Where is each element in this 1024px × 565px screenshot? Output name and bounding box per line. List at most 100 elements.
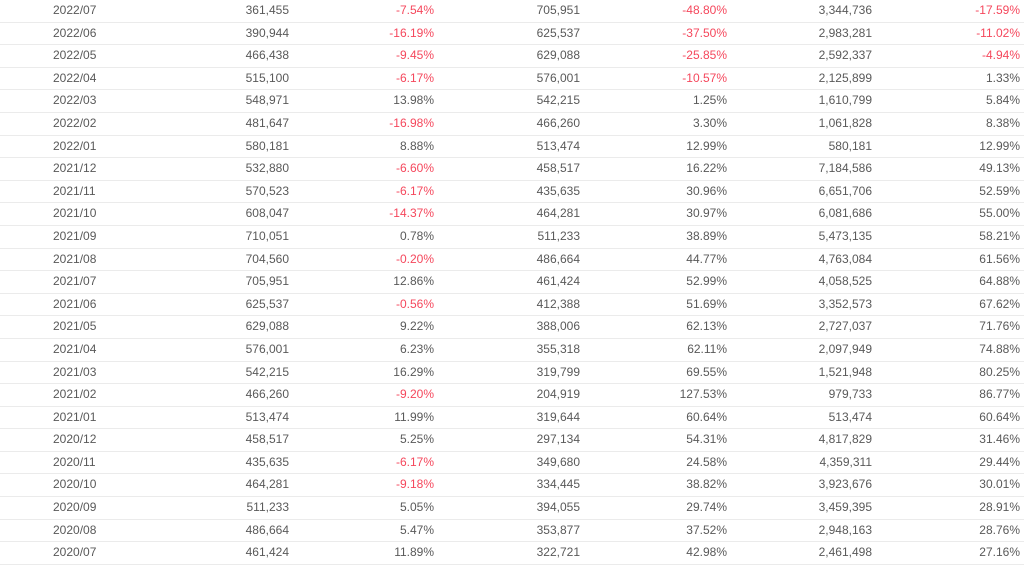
percent-cell: 55.00%: [979, 206, 1020, 221]
value-cell: 486,664: [536, 251, 580, 266]
date-cell: 2021/09: [53, 228, 97, 243]
percent-cell: 5.05%: [399, 500, 434, 515]
value-cell: 511,233: [537, 228, 581, 243]
percent-cell: 16.29%: [393, 364, 434, 379]
percent-cell: 60.64%: [979, 409, 1020, 424]
percent-cell: 8.88%: [399, 138, 434, 153]
value-cell: 361,455: [245, 3, 289, 17]
percent-cell: 60.64%: [686, 409, 727, 424]
date-cell: 2020/07: [53, 545, 97, 560]
percent-cell: 62.11%: [687, 341, 727, 356]
value-cell: 3,352,573: [818, 296, 872, 311]
table-row: 2021/12 532,880 -6.60% 458,517 16.22% 7,184,5…: [0, 158, 1024, 181]
value-cell: 461,424: [245, 545, 289, 560]
percent-cell: 11.89%: [394, 545, 434, 560]
percent-cell: 28.76%: [979, 522, 1020, 537]
value-cell: 2,461,498: [818, 545, 872, 560]
table-row: 2022/03 548,971 13.98% 542,215 1.25% 1,610,79…: [0, 90, 1024, 113]
value-cell: 570,523: [245, 183, 289, 198]
table-row: 2022/07 361,455 -7.54% 705,951 -48.80% 3,344,…: [0, 0, 1024, 23]
percent-cell: 86.77%: [979, 387, 1020, 402]
value-cell: 3,344,736: [818, 3, 872, 17]
value-cell: 319,799: [536, 364, 580, 379]
date-cell: 2021/10: [53, 206, 97, 221]
value-cell: 390,944: [245, 25, 289, 40]
value-cell: 349,680: [536, 454, 580, 469]
percent-cell: -25.85%: [682, 48, 727, 63]
percent-cell: 13.98%: [393, 93, 434, 108]
value-cell: 6,081,686: [818, 206, 872, 221]
value-cell: 2,948,163: [818, 522, 872, 537]
percent-cell: 51.69%: [686, 296, 727, 311]
value-cell: 2,592,337: [818, 48, 872, 63]
table-row: 2021/01 513,474 11.99% 319,644 60.64% 513,474…: [0, 406, 1024, 430]
value-cell: 486,664: [245, 522, 289, 537]
percent-cell: 127.53%: [679, 387, 727, 402]
value-cell: 464,281: [536, 206, 580, 221]
percent-cell: 54.31%: [686, 432, 727, 447]
value-cell: 629,088: [536, 48, 580, 63]
percent-cell: 27.16%: [979, 545, 1020, 560]
percent-cell: 30.01%: [979, 477, 1020, 492]
value-cell: 979,733: [828, 387, 872, 402]
percent-cell: -4.94%: [981, 48, 1020, 63]
value-cell: 204,919: [536, 387, 580, 402]
percent-cell: 62.13%: [686, 319, 727, 334]
percent-cell: -6.17%: [395, 70, 434, 85]
table-row: 2022/06 390,944 -16.19% 625,537 -37.50% 2,983…: [0, 22, 1024, 46]
table-row: 2022/04 515,100 -6.17% 576,001 -10.57% 2,125,…: [0, 67, 1024, 91]
value-cell: 2,125,899: [818, 70, 872, 85]
percent-cell: -9.20%: [395, 387, 434, 402]
percent-cell: 30.96%: [686, 183, 727, 198]
percent-cell: -16.98%: [389, 115, 434, 130]
value-cell: 458,517: [245, 432, 289, 447]
value-cell: 705,951: [245, 274, 289, 289]
date-cell: 2022/05: [53, 48, 97, 63]
percent-cell: 44.77%: [686, 251, 727, 266]
date-cell: 2022/03: [53, 93, 97, 108]
value-cell: 394,055: [536, 500, 580, 515]
percent-cell: -17.59%: [975, 3, 1020, 17]
percent-cell: -6.17%: [395, 454, 434, 469]
percent-cell: -0.20%: [395, 251, 434, 266]
value-cell: 513,474: [245, 409, 289, 424]
value-cell: 532,880: [245, 161, 289, 176]
table-row: 2021/10 608,047 -14.37% 464,281 30.97% 6,081,…: [0, 203, 1024, 226]
value-cell: 580,181: [245, 138, 289, 153]
value-cell: 7,184,586: [818, 161, 872, 176]
value-cell: 4,817,829: [818, 432, 872, 447]
value-cell: 412,388: [536, 296, 580, 311]
table-row: 2020/11 435,635 -6.17% 349,680 24.58% 4,359,3…: [0, 451, 1024, 475]
date-cell: 2021/08: [53, 251, 97, 266]
value-cell: 435,635: [536, 183, 580, 198]
table-row: 2021/07 705,951 12.86% 461,424 52.99% 4,058,5…: [0, 271, 1024, 294]
percent-cell: -11.02%: [976, 25, 1020, 40]
percent-cell: 1.25%: [692, 93, 727, 108]
percent-cell: 8.38%: [985, 115, 1020, 130]
value-cell: 458,517: [536, 161, 580, 176]
value-cell: 2,983,281: [818, 25, 872, 40]
value-cell: 466,260: [245, 387, 289, 402]
percent-cell: 42.98%: [686, 545, 727, 560]
percent-cell: 5.84%: [985, 93, 1020, 108]
date-cell: 2020/11: [53, 454, 96, 469]
date-cell: 2022/04: [53, 70, 97, 85]
table-row: 2020/08 486,664 5.47% 353,877 37.52% 2,948,16…: [0, 519, 1024, 543]
percent-cell: 11.99%: [394, 409, 434, 424]
date-cell: 2022/06: [53, 25, 97, 40]
percent-cell: 64.88%: [979, 274, 1020, 289]
percent-cell: 5.25%: [399, 432, 434, 447]
value-cell: 576,001: [245, 341, 289, 356]
value-cell: 705,951: [536, 3, 580, 17]
table-row: 2021/08 704,560 -0.20% 486,664 44.77% 4,763,0…: [0, 248, 1024, 272]
table-row: 2021/03 542,215 16.29% 319,799 69.55% 1,521,9…: [0, 361, 1024, 385]
table-row: 2021/02 466,260 -9.20% 204,919 127.53% 979,73…: [0, 384, 1024, 407]
value-cell: 466,438: [245, 48, 289, 63]
percent-cell: 49.13%: [979, 161, 1020, 176]
value-cell: 608,047: [245, 206, 289, 221]
value-cell: 625,537: [536, 25, 580, 40]
value-cell: 4,058,525: [818, 274, 872, 289]
percent-cell: -10.57%: [682, 70, 727, 85]
percent-cell: -37.50%: [682, 25, 727, 40]
